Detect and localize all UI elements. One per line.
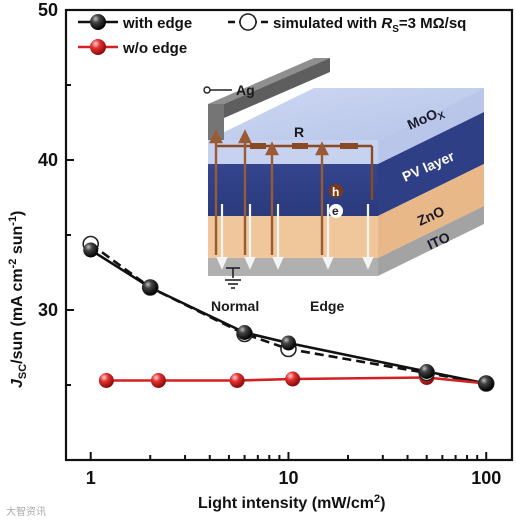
data-point-without-edge: [229, 373, 245, 388]
x-tick-label: 1: [86, 468, 96, 488]
edge-label: Edge: [310, 298, 344, 314]
pv-side-face: [378, 112, 484, 216]
legend-label-without-edge: w/o edge: [122, 40, 187, 57]
data-point-without-edge: [150, 373, 166, 388]
hole-label: h: [332, 185, 339, 199]
legend-entry-with-edge: with edge: [78, 14, 192, 32]
data-point-with-edge: [280, 335, 296, 351]
legend-label-simulated: simulated with RS=3 MΩ/sq: [273, 15, 466, 35]
watermark-text: 大智资讯: [6, 505, 46, 518]
resistor-icon: [340, 143, 358, 149]
current-arrows: [209, 129, 374, 270]
data-point-with-edge: [478, 376, 494, 391]
data-point-with-edge: [83, 242, 99, 258]
electron-label: e: [332, 204, 339, 218]
x-axis-title: Light intensity (mW/cm2): [198, 493, 385, 512]
data-point-with-edge: [142, 280, 158, 295]
legend-label-with-edge: with edge: [122, 15, 192, 32]
electron-carrier-icon: [329, 204, 343, 218]
resistor-icon: [292, 143, 308, 149]
hole-carrier-icon: [329, 184, 343, 198]
data-point-with-edge: [419, 364, 435, 379]
y-tick-label: 40: [38, 150, 58, 170]
open-circle-marker: [239, 13, 257, 31]
legend: with edge simulated with RS=3 MΩ/sq w/o …: [78, 13, 466, 57]
normal-label: Normal: [211, 298, 259, 314]
ito-side-face: [378, 206, 484, 276]
ag-electrode-top: [208, 58, 330, 104]
red-sphere-marker: [90, 39, 106, 55]
x-tick-label: 100: [471, 468, 501, 488]
y-axis-title: JSC/sun (mA cm-2 sun-1): [7, 211, 29, 388]
data-point-without-edge: [98, 373, 114, 388]
stack-top-face: [208, 88, 484, 140]
data-point-with-edge: [237, 325, 253, 340]
y-tick-label: 50: [38, 0, 58, 20]
ground-icon: [225, 267, 241, 289]
data-point-without-edge: [285, 371, 301, 387]
pv-front: [208, 164, 378, 216]
device-schematic-inset: Ag R h: [203, 58, 484, 314]
y-tick-label: 30: [38, 300, 58, 320]
plot-area: 30 40 50 1 10 100: [38, 0, 514, 488]
legend-entry-simulated: simulated with RS=3 MΩ/sq: [228, 13, 466, 35]
x-tick-label: 10: [278, 468, 298, 488]
black-sphere-marker: [90, 14, 106, 30]
ag-electrode-front: [208, 104, 224, 140]
resistor-icon: [250, 143, 266, 149]
legend-entry-without-edge: w/o edge: [78, 39, 187, 57]
ag-terminal-icon: [203, 86, 211, 94]
moox-side-face: [378, 88, 484, 164]
series-line-1: [89, 242, 487, 385]
resistor-label: R: [294, 124, 304, 140]
ag-electrode-side: [224, 58, 330, 118]
series-line-2: [106, 376, 487, 385]
zno-side-face: [378, 164, 484, 258]
zno-front: [208, 216, 378, 258]
ag-label: Ag: [236, 82, 255, 98]
